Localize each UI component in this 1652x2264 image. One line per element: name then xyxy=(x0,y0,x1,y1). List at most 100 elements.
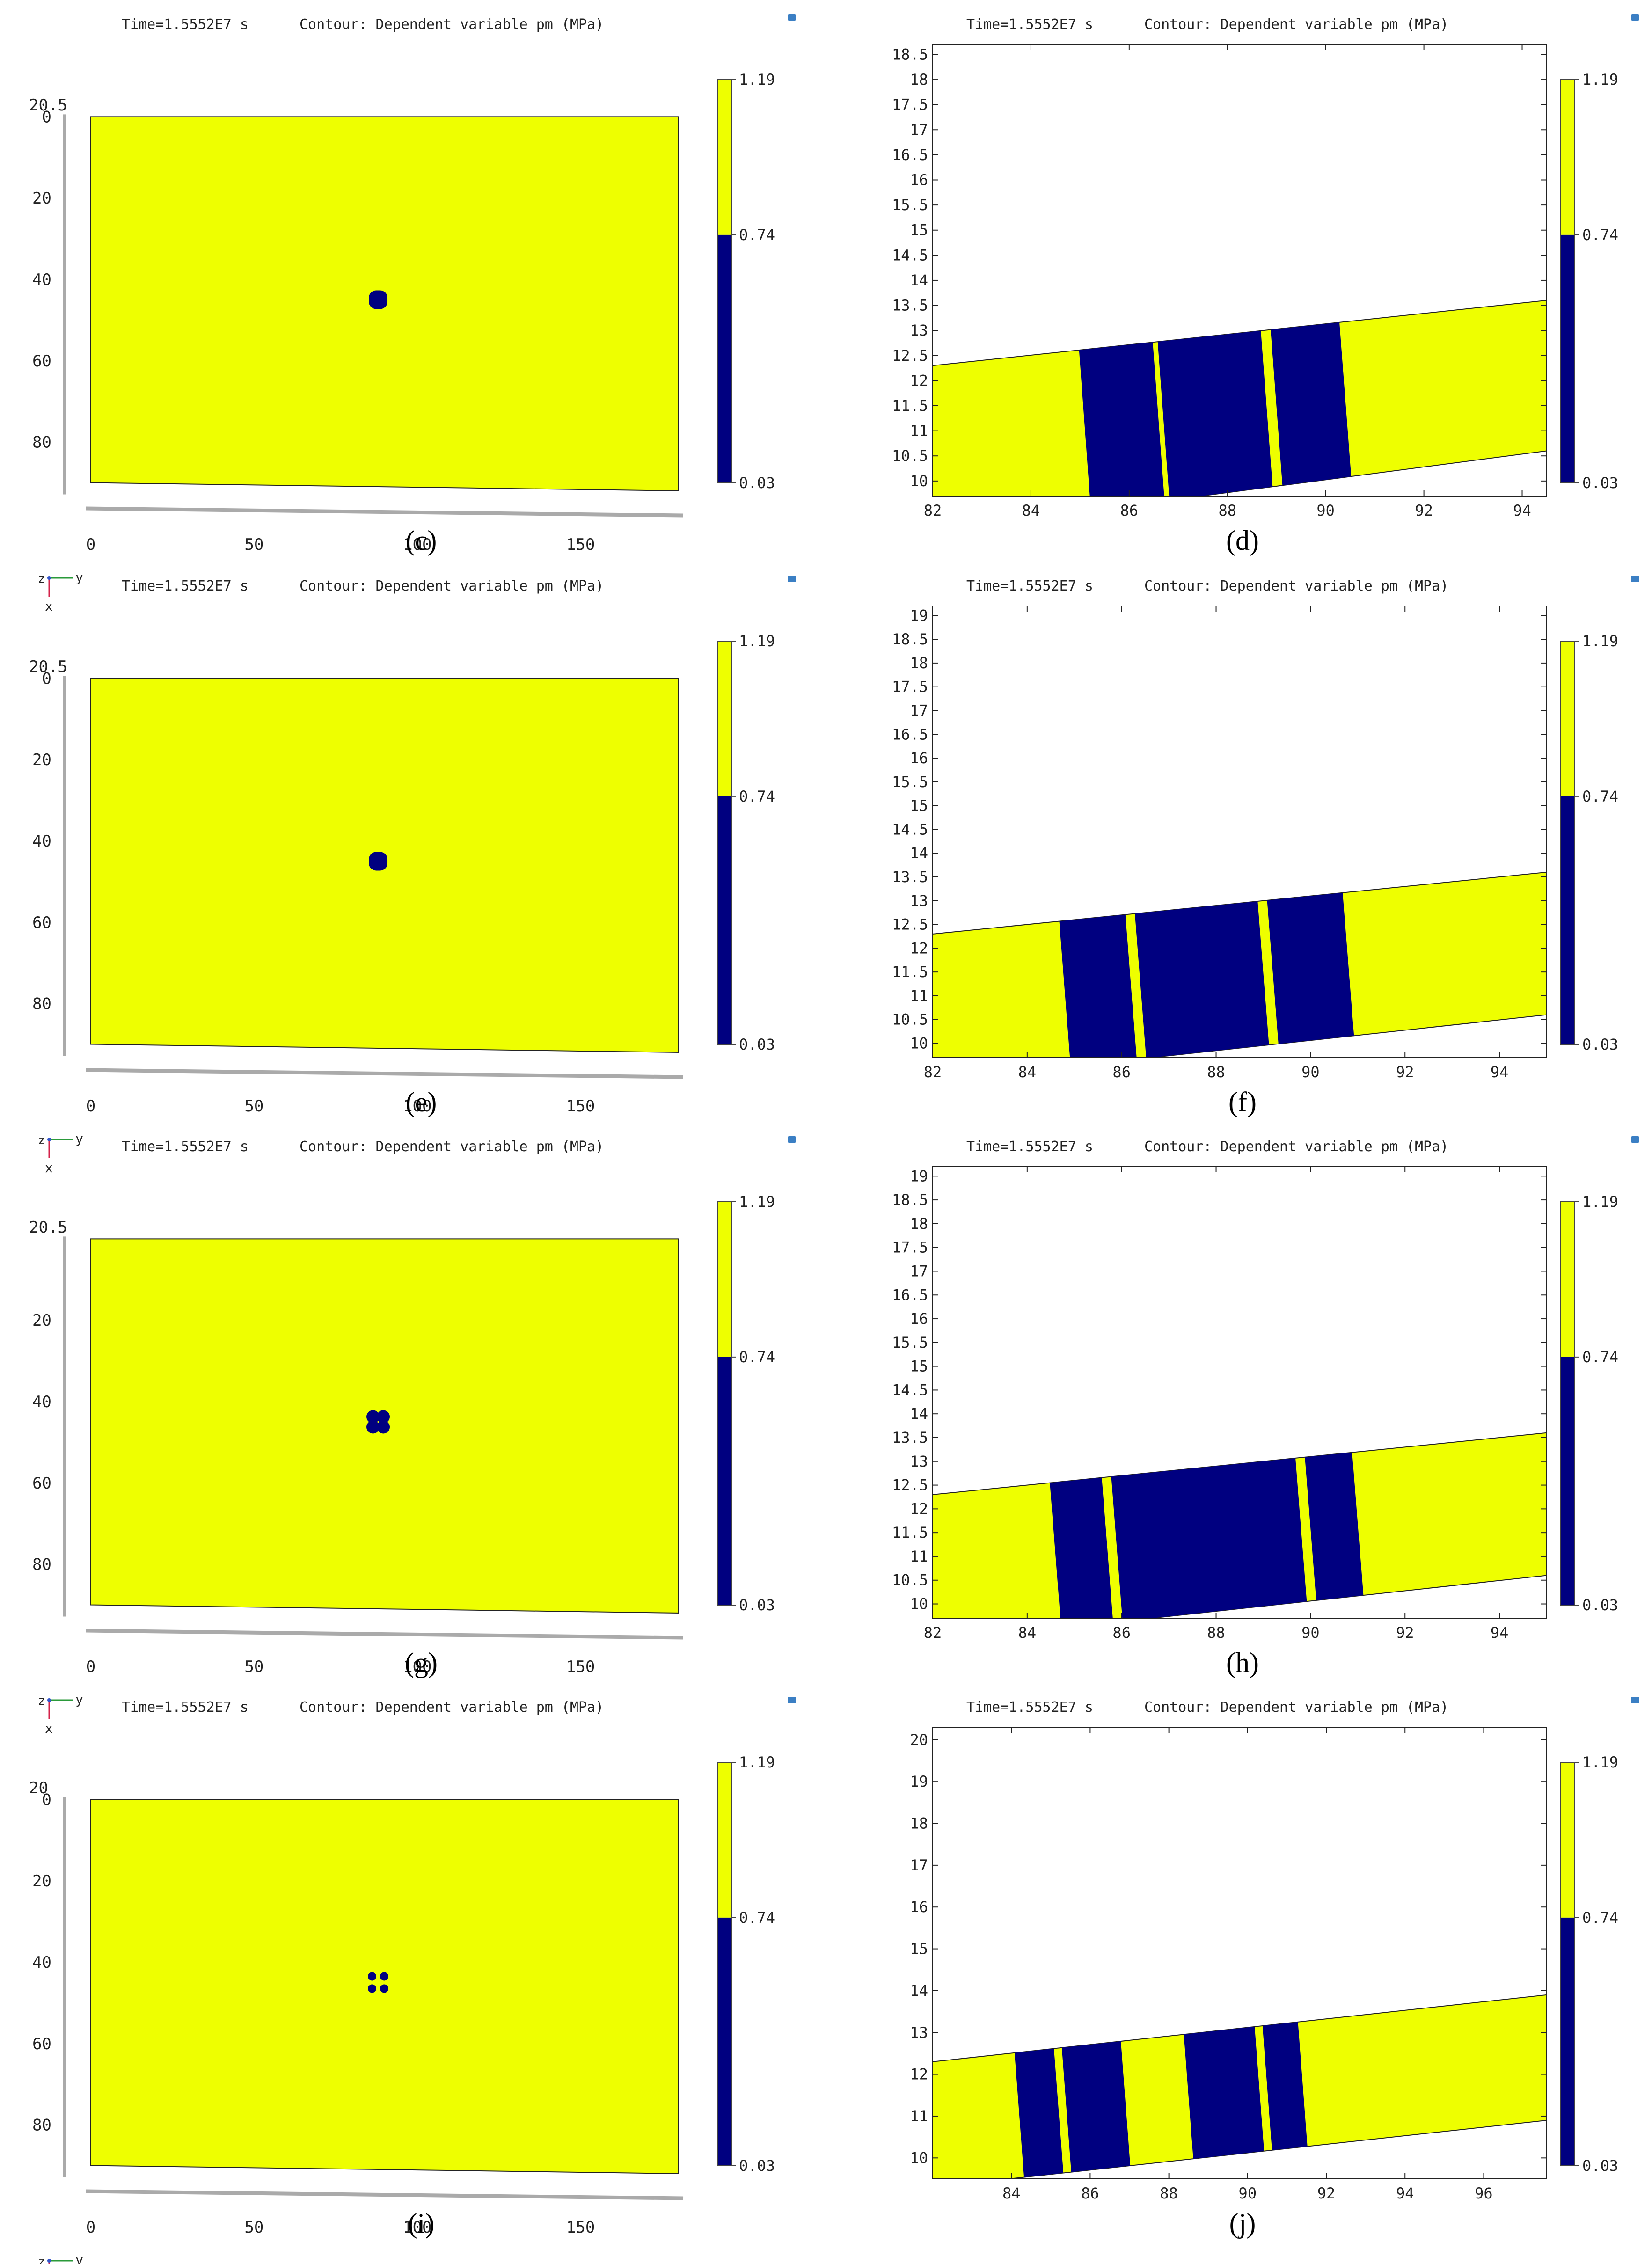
panel-i: Time=1.5552E7 s Contour: Dependent variab… xyxy=(29,1697,796,2264)
y-tick-label: 40 xyxy=(32,1393,51,1411)
low-pressure-segment xyxy=(1157,330,1273,496)
x-tick-label: 88 xyxy=(1207,1624,1225,1642)
view-toolbar-icon[interactable] xyxy=(1631,576,1639,582)
y-tick-label: 0 xyxy=(42,108,51,126)
y-tick-label: 11.5 xyxy=(892,963,928,981)
x-tick-label: 94 xyxy=(1396,2184,1414,2202)
panel-e: Time=1.5552E7 s Contour: Dependent variab… xyxy=(29,576,796,1176)
x-tick-label: 88 xyxy=(1207,1063,1225,1081)
x-tick-label: 92 xyxy=(1396,1063,1414,1081)
panel-label: (d) xyxy=(1226,525,1259,556)
colorbar-frame xyxy=(717,1201,732,1606)
plot-title-contour: Contour: Dependent variable pm (MPa) xyxy=(300,578,604,594)
y-tick-label: 15 xyxy=(910,1358,928,1375)
view-toolbar-icon[interactable] xyxy=(1631,1136,1639,1143)
colorbar-mid-label: 0.74 xyxy=(739,1348,775,1366)
view-toolbar-icon[interactable] xyxy=(788,1136,796,1143)
low-pressure-region xyxy=(366,1410,380,1424)
y-tick-label: 16.5 xyxy=(892,1286,928,1304)
y-tick-label: 80 xyxy=(32,2116,51,2135)
colorbar-max-label: 1.19 xyxy=(1582,71,1618,88)
colorbar-high-band xyxy=(1561,641,1575,796)
x-tick-label: 92 xyxy=(1396,1624,1414,1642)
y-tick-label: 20 xyxy=(32,751,51,769)
z-tick-label: 20.5 xyxy=(29,96,67,115)
low-pressure-region xyxy=(369,852,388,871)
low-pressure-segment xyxy=(1111,1458,1307,1618)
view-toolbar-icon[interactable] xyxy=(1631,1697,1639,1703)
view-toolbar-icon[interactable] xyxy=(788,576,796,582)
x-tick-label: 86 xyxy=(1081,2184,1099,2202)
z-tick-label: 20 xyxy=(29,1779,48,1797)
x-tick-label: 84 xyxy=(1022,502,1040,519)
triad-z-dot xyxy=(47,2259,51,2263)
triad-x-label: x xyxy=(45,1160,53,1176)
y-tick-label: 11.5 xyxy=(892,397,928,415)
low-pressure-segment xyxy=(1134,901,1269,1058)
y-tick-label: 0 xyxy=(42,669,51,688)
triad-y-label: y xyxy=(75,1692,83,1707)
colorbar-high-band xyxy=(1561,1202,1575,1357)
y-tick-label: 40 xyxy=(32,1953,51,1972)
y-tick-label: 0 xyxy=(42,1790,51,1809)
view-toolbar-icon[interactable] xyxy=(788,14,796,21)
plot-title-time: Time=1.5552E7 s xyxy=(966,1139,1093,1155)
y-tick-label: 10.5 xyxy=(892,447,928,465)
low-pressure-segment xyxy=(1079,342,1164,496)
colorbar-min-label: 0.03 xyxy=(1582,1596,1618,1614)
y-tick-label: 10.5 xyxy=(892,1571,928,1589)
colorbar-frame xyxy=(1560,1762,1575,2166)
y-tick-label: 18.5 xyxy=(892,630,928,648)
x-tick-label: 94 xyxy=(1491,1063,1509,1081)
x-tick-label: 82 xyxy=(924,1063,942,1081)
y-tick-label: 13 xyxy=(910,892,928,910)
colorbar-low-band xyxy=(1561,234,1575,483)
x-tick-label: 100 xyxy=(403,535,431,554)
colorbar-max-label: 1.19 xyxy=(739,1753,775,1771)
y-tick-label: 11 xyxy=(910,1548,928,1565)
colorbar-min-label: 0.03 xyxy=(739,1036,775,1053)
y-tick-label: 10 xyxy=(910,1035,928,1052)
colorbar-low-band xyxy=(1561,1357,1575,1605)
colorbar-mid-label: 0.74 xyxy=(739,788,775,805)
low-pressure-region xyxy=(368,1984,377,1993)
colorbar-high-band xyxy=(717,1202,731,1357)
y-tick-label: 40 xyxy=(32,832,51,851)
y-tick-label: 12.5 xyxy=(892,916,928,934)
plot-title-time: Time=1.5552E7 s xyxy=(966,1699,1093,1716)
panel-d: Time=1.5552E7 s Contour: Dependent variab… xyxy=(892,14,1639,556)
y-tick-label: 14 xyxy=(910,844,928,862)
colorbar-min-label: 0.03 xyxy=(1582,2157,1618,2175)
y-tick-label: 20 xyxy=(910,1731,928,1749)
triad-z-label: z xyxy=(38,1694,45,1708)
colorbar-frame xyxy=(1560,641,1575,1045)
plot-title-contour: Contour: Dependent variable pm (MPa) xyxy=(300,1139,604,1155)
panel-f: Time=1.5552E7 s Contour: Dependent variab… xyxy=(892,576,1639,1117)
y-tick-label: 15 xyxy=(910,1940,928,1958)
colorbar-low-band xyxy=(717,1357,731,1605)
low-pressure-region xyxy=(377,1420,390,1434)
y-tick-label: 17.5 xyxy=(892,1239,928,1256)
y-tick-label: 16.5 xyxy=(892,146,928,164)
y-tick-label: 60 xyxy=(32,1474,51,1493)
low-pressure-segment xyxy=(1014,2048,1064,2177)
view-toolbar-icon[interactable] xyxy=(1631,14,1639,21)
colorbar-high-band xyxy=(717,80,731,235)
plot-title-time: Time=1.5552E7 s xyxy=(122,1699,249,1716)
colorbar-high-band xyxy=(1561,1762,1575,1918)
y-tick-label: 20 xyxy=(32,1872,51,1891)
plot-frame xyxy=(932,1166,1547,1619)
axis-depth-edge xyxy=(86,2189,684,2200)
x-tick-label: 92 xyxy=(1317,2184,1336,2202)
colorbar-low-band xyxy=(717,796,731,1044)
x-tick-label: 88 xyxy=(1218,502,1236,519)
x-tick-label: 84 xyxy=(1018,1624,1037,1642)
colorbar-min-label: 0.03 xyxy=(739,474,775,492)
plot-title-contour: Contour: Dependent variable pm (MPa) xyxy=(300,16,604,33)
y-tick-label: 18.5 xyxy=(892,45,928,63)
colorbar-frame xyxy=(717,79,732,483)
panel-label: (f) xyxy=(1228,1087,1257,1117)
view-toolbar-icon[interactable] xyxy=(788,1697,796,1703)
y-tick-label: 15.5 xyxy=(892,196,928,214)
